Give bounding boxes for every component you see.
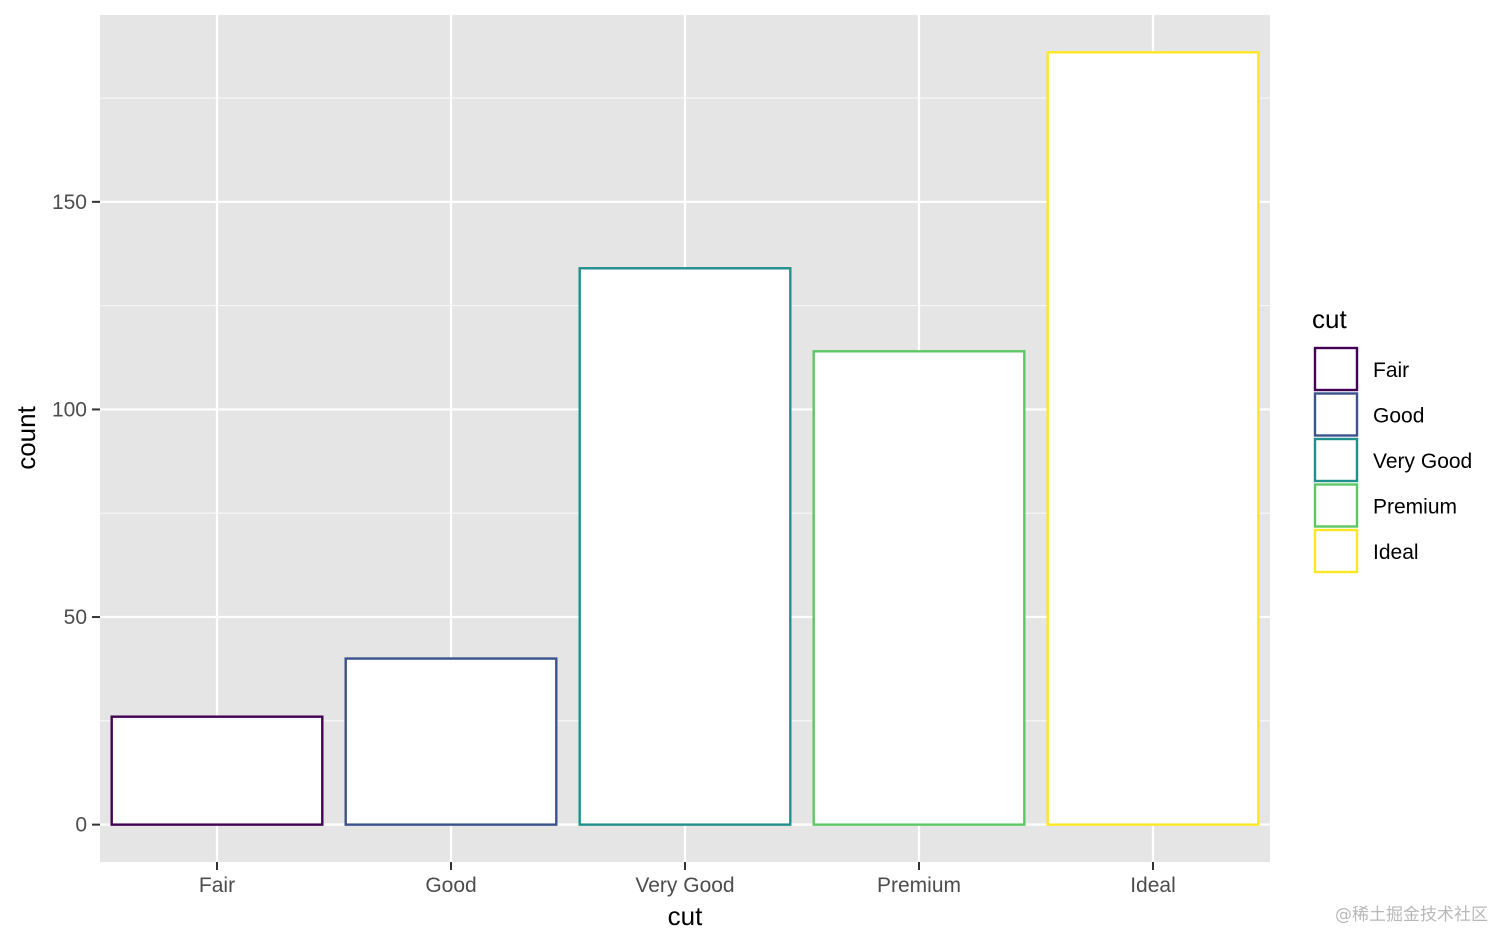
legend-key [1313, 392, 1359, 437]
x-tick-label: Good [425, 874, 476, 897]
legend-label: Premium [1373, 496, 1457, 519]
x-axis-title: cut [668, 901, 703, 931]
bar-ideal [1046, 51, 1260, 826]
y-tick-label: 150 [52, 191, 87, 214]
y-axis: 0 50 100 150 [52, 191, 100, 837]
bar-very-good [578, 267, 792, 826]
legend-title: cut [1312, 304, 1347, 334]
legend-key [1313, 483, 1359, 528]
legend-label: Good [1373, 405, 1424, 428]
x-tick-label: Very Good [635, 874, 734, 897]
legend: cut Fair Good Very Good Premium Ideal [1312, 304, 1472, 574]
x-tick-label: Fair [199, 874, 235, 897]
bar-good [344, 657, 558, 826]
x-tick-label: Ideal [1130, 874, 1176, 897]
watermark: @稀土掘金技术社区 [1335, 905, 1488, 925]
x-tick-label: Premium [877, 874, 961, 897]
bars [110, 51, 1260, 826]
y-tick-label: 50 [64, 606, 87, 629]
bar-fair [110, 715, 324, 826]
legend-key [1313, 437, 1359, 483]
y-axis-title: count [11, 405, 41, 469]
bar-premium [812, 350, 1026, 826]
legend-key [1313, 346, 1359, 392]
x-axis: Fair Good Very Good Premium Ideal [199, 862, 1176, 897]
legend-label: Very Good [1373, 450, 1472, 473]
y-tick-label: 100 [52, 398, 87, 421]
y-tick-label: 0 [75, 814, 87, 837]
legend-label: Ideal [1373, 541, 1419, 564]
legend-key [1313, 528, 1359, 574]
legend-label: Fair [1373, 359, 1409, 382]
